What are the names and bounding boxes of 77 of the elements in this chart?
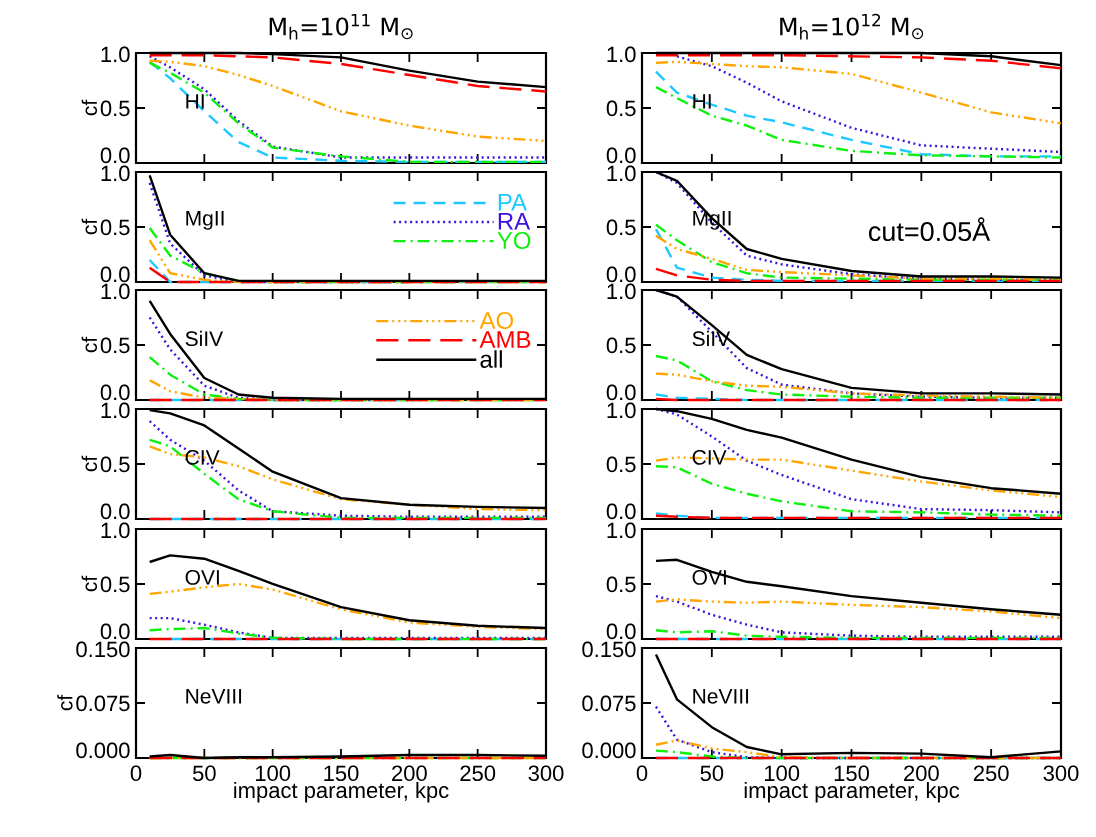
legend-label: AMB [479, 331, 531, 348]
annotation: cut=0.05Å [868, 217, 991, 242]
annotation: SiIV [692, 330, 731, 347]
y-tick-label: 0.5 [100, 337, 130, 354]
y-tick-label: 1.0 [101, 46, 130, 63]
y-tick-label: 0.000 [76, 742, 130, 759]
x-tick-label: 100 [764, 765, 800, 782]
annotation: NeVIII [186, 689, 242, 704]
legend-label: RA [498, 212, 531, 230]
y-tick-label: 0.5 [100, 219, 130, 236]
x-axis-title: impact parameter, kpc [744, 781, 960, 803]
annotation: OVI [692, 569, 726, 585]
x-tick-label: 200 [392, 765, 427, 782]
y-tick-label: 1.0 [607, 402, 636, 419]
y-tick-label: 0.0 [100, 147, 130, 164]
x-tick-label: 300 [1043, 765, 1079, 782]
annotation: MgII [186, 210, 224, 230]
y-tick-label: 0.5 [606, 337, 636, 354]
y-tick-label: 0.150 [582, 641, 636, 658]
chart-title: M$_{h}$=10$^{11}$ M$_{⊙}$ [269, 13, 413, 40]
annotation: HI [186, 94, 204, 109]
y-tick-label: 1.0 [101, 165, 130, 182]
y-tick-label: 1.0 [607, 522, 636, 539]
y-tick-label: 0.0 [606, 266, 636, 283]
y-axis-title: cf [81, 99, 98, 116]
x-tick-label: 100 [256, 765, 291, 782]
y-axis-title: cf [81, 455, 98, 472]
y-tick-label: 1.0 [101, 402, 130, 419]
y-axis-title: cf [81, 336, 98, 353]
y-tick-label: 0.0 [100, 503, 130, 520]
y-tick-label: 0.0 [100, 384, 130, 401]
y-tick-label: 0.0 [100, 623, 130, 640]
x-tick-label: 150 [834, 765, 869, 782]
y-tick-label: 0.0 [606, 147, 636, 164]
y-axis-title: cf [81, 218, 98, 235]
chart-title: M$_{h}$=10$^{12}$ M$_{⊙}$ [780, 13, 924, 40]
legend-label: PA [498, 193, 528, 211]
annotation: HI [693, 94, 711, 109]
legend-label: YO [497, 232, 531, 249]
y-tick-label: 0.0 [606, 623, 636, 640]
y-axis-title: cf [57, 694, 73, 711]
annotation: CIV [692, 449, 727, 465]
y-tick-label: 0.5 [100, 100, 130, 117]
legend-label: AO [479, 312, 514, 329]
annotation: NeVIII [693, 689, 749, 704]
y-tick-label: 0.0 [606, 384, 636, 401]
y-tick-label: 0.0 [100, 266, 130, 283]
y-tick-label: 0.5 [606, 576, 636, 593]
y-tick-label: 1.0 [101, 283, 130, 300]
x-tick-label: 300 [528, 765, 564, 782]
x-tick-label: 50 [700, 765, 724, 782]
y-tick-label: 0.0 [606, 503, 636, 520]
x-tick-label: 250 [973, 765, 1009, 782]
y-tick-label: 0.075 [582, 695, 636, 712]
y-tick-label: 1.0 [607, 165, 636, 182]
legend-label: all [480, 350, 502, 368]
x-axis-title: impact parameter, kpc [234, 781, 449, 803]
y-axis-title: cf [81, 575, 98, 592]
x-tick-label: 250 [460, 765, 496, 782]
x-tick-label: 0 [636, 765, 648, 782]
annotation: OVI [185, 569, 219, 585]
y-tick-label: 0.5 [100, 456, 130, 473]
x-tick-label: 150 [324, 765, 359, 782]
annotation: SiIV [185, 330, 224, 347]
x-tick-label: 50 [192, 765, 216, 782]
y-tick-label: 1.0 [101, 522, 130, 539]
y-tick-label: 0.5 [606, 456, 636, 473]
x-tick-label: 0 [130, 765, 142, 782]
y-tick-label: 1.0 [607, 283, 636, 300]
y-tick-label: 0.5 [100, 576, 130, 593]
y-tick-label: 0.150 [76, 641, 130, 658]
y-tick-label: 0.5 [606, 100, 636, 117]
y-tick-label: 1.0 [607, 46, 636, 63]
y-tick-label: 0.075 [76, 695, 130, 712]
x-tick-label: 200 [904, 765, 939, 782]
y-tick-label: 0.5 [606, 219, 636, 236]
y-tick-label: 0.000 [582, 742, 636, 759]
